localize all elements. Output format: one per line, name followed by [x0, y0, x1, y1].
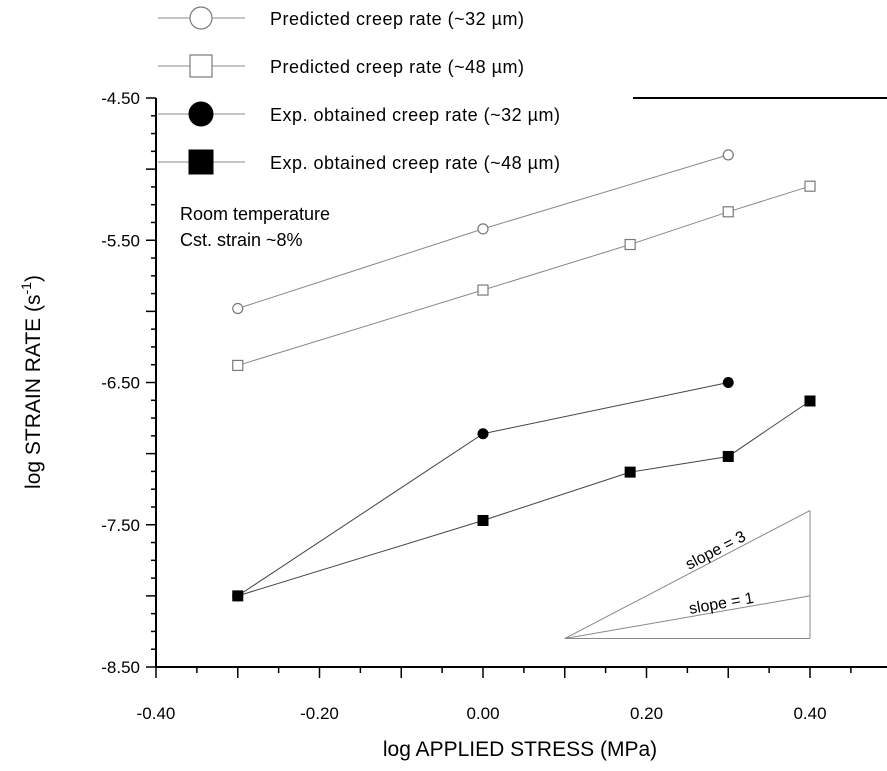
series-4 — [232, 395, 816, 602]
series-3 — [232, 377, 734, 602]
x-tick-label: 0.00 — [466, 704, 499, 723]
x-tick-label: -0.20 — [300, 704, 339, 723]
legend-label: Predicted creep rate (~48 µm) — [270, 57, 524, 77]
slope-3-line — [564, 510, 811, 639]
data-point — [188, 149, 214, 175]
data-series — [232, 149, 816, 602]
data-point — [232, 302, 244, 315]
data-point — [189, 54, 213, 78]
data-point — [804, 395, 816, 407]
data-point — [188, 101, 214, 127]
legend: Predicted creep rate (~32 µm) Predicted c… — [158, 6, 561, 175]
axes: -4.50 -5.50 -6.50 -7.50 -8.50 -0.40 -0.20 0.00 0… — [101, 89, 887, 723]
data-point — [624, 238, 636, 251]
legend-item-2: Predicted creep rate (~48 µm) — [158, 54, 524, 78]
data-point — [722, 206, 734, 218]
legend-label: Predicted creep rate (~32 µm) — [270, 9, 524, 29]
data-point — [232, 359, 244, 372]
slope-1-line — [564, 595, 811, 640]
y-tick-label: -7.50 — [101, 516, 140, 535]
series-line — [237, 400, 811, 597]
data-point — [477, 514, 489, 526]
y-tick-label: -4.50 — [101, 89, 140, 108]
slope-3-label: slope = 3 — [683, 528, 749, 573]
y-axis-title-main: log STRAIN RATE (s — [22, 294, 45, 488]
slope-1-label: slope = 1 — [688, 590, 755, 618]
data-point — [232, 590, 244, 602]
data-point — [722, 149, 734, 161]
data-point — [189, 6, 213, 30]
data-point — [804, 180, 816, 192]
series-2 — [232, 180, 816, 372]
x-tick-label: 0.20 — [630, 704, 663, 723]
y-axis-title-suffix: ) — [22, 275, 45, 282]
annotation-temperature: Room temperature — [180, 204, 330, 224]
data-point — [624, 466, 636, 478]
legend-label: Exp. obtained creep rate (~32 µm) — [270, 105, 561, 125]
data-point — [722, 377, 734, 388]
legend-label: Exp. obtained creep rate (~48 µm) — [270, 153, 561, 173]
y-axis-title: log STRAIN RATE (s-1) — [18, 275, 45, 489]
series-line — [237, 382, 729, 597]
x-tick-label: 0.40 — [793, 704, 826, 723]
data-point — [477, 284, 489, 296]
legend-item-1: Predicted creep rate (~32 µm) — [158, 6, 524, 30]
data-point — [477, 223, 489, 235]
y-axis-title-superscript: -1 — [18, 282, 34, 295]
legend-item-4: Exp. obtained creep rate (~48 µm) — [158, 149, 561, 175]
legend-item-3: Exp. obtained creep rate (~32 µm) — [158, 101, 561, 127]
x-tick-label: -0.40 — [137, 704, 176, 723]
data-point — [722, 450, 734, 462]
slope-triangle: slope = 3 slope = 1 — [564, 510, 811, 640]
series-1 — [232, 149, 734, 315]
annotation-strain: Cst. strain ~8% — [180, 230, 303, 250]
y-tick-label: -6.50 — [101, 374, 140, 393]
data-point — [477, 428, 489, 440]
y-tick-label: -5.50 — [101, 231, 140, 250]
y-tick-label: -8.50 — [101, 658, 140, 677]
x-axis-title: log APPLIED STRESS (MPa) — [383, 738, 657, 761]
